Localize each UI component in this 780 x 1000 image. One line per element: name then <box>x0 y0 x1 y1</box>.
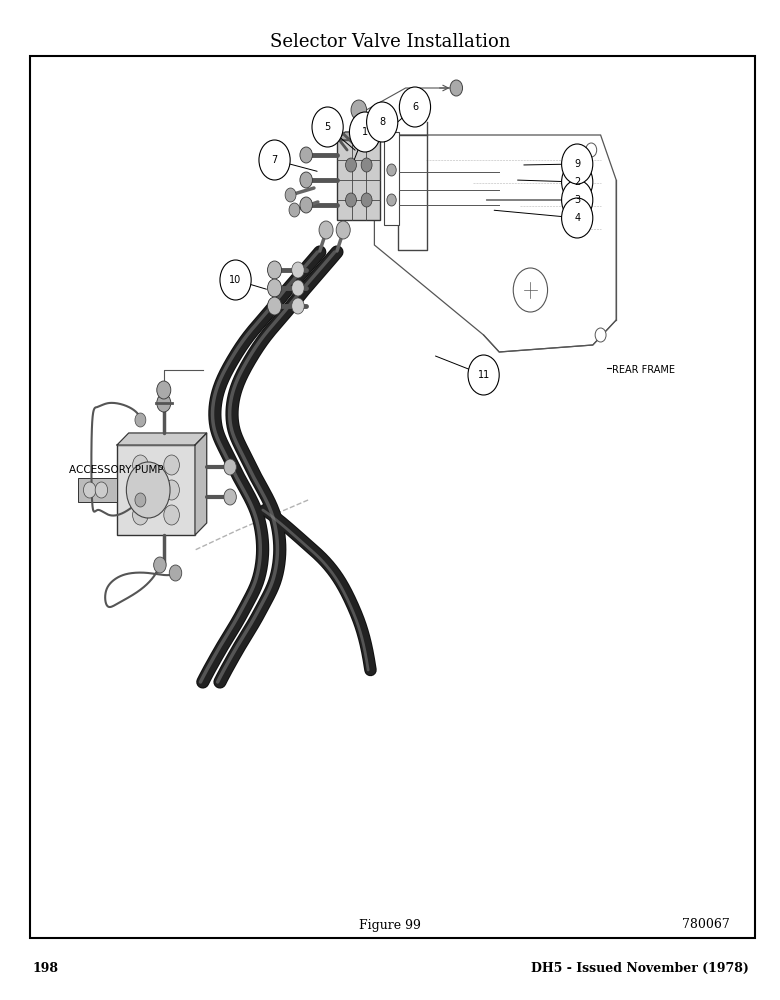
Circle shape <box>450 80 463 96</box>
Circle shape <box>285 188 296 202</box>
Circle shape <box>164 505 179 525</box>
Circle shape <box>224 459 236 475</box>
Polygon shape <box>338 132 388 140</box>
Circle shape <box>387 194 396 206</box>
Circle shape <box>135 413 146 427</box>
Text: 780067: 780067 <box>682 918 730 932</box>
Polygon shape <box>384 132 399 225</box>
Circle shape <box>268 297 282 315</box>
Text: 3: 3 <box>574 195 580 205</box>
Circle shape <box>259 140 290 180</box>
Circle shape <box>224 489 236 505</box>
Circle shape <box>220 260 251 300</box>
Circle shape <box>367 102 398 142</box>
Circle shape <box>169 565 182 581</box>
Polygon shape <box>374 135 616 352</box>
Text: REAR FRAME: REAR FRAME <box>612 365 675 375</box>
Circle shape <box>562 144 593 184</box>
Text: 2: 2 <box>574 177 580 187</box>
Bar <box>338 140 381 220</box>
Circle shape <box>133 480 148 500</box>
Circle shape <box>133 505 148 525</box>
Text: 9: 9 <box>574 159 580 169</box>
Polygon shape <box>117 433 207 445</box>
Text: 6: 6 <box>412 102 418 112</box>
Circle shape <box>336 221 350 239</box>
Circle shape <box>289 203 300 217</box>
Bar <box>117 445 195 535</box>
Circle shape <box>351 100 367 120</box>
Text: 11: 11 <box>477 370 490 380</box>
Circle shape <box>268 279 282 297</box>
Circle shape <box>154 557 166 573</box>
Text: 7: 7 <box>271 155 278 165</box>
Circle shape <box>126 462 170 518</box>
Circle shape <box>349 112 381 152</box>
Text: 10: 10 <box>229 275 242 285</box>
Circle shape <box>83 482 96 498</box>
Circle shape <box>586 143 597 157</box>
Circle shape <box>562 180 593 220</box>
Circle shape <box>361 158 372 172</box>
Circle shape <box>562 198 593 238</box>
Circle shape <box>346 158 356 172</box>
Text: Figure 99: Figure 99 <box>359 918 421 932</box>
Circle shape <box>319 114 328 126</box>
Text: 5: 5 <box>324 122 331 132</box>
Polygon shape <box>195 433 207 535</box>
Text: 1: 1 <box>362 127 368 137</box>
Circle shape <box>300 147 313 163</box>
Text: DH5 - Issued November (1978): DH5 - Issued November (1978) <box>531 962 749 974</box>
Circle shape <box>133 455 148 475</box>
Circle shape <box>387 164 396 176</box>
Circle shape <box>292 280 304 296</box>
Text: ACCESSORY PUMP: ACCESSORY PUMP <box>69 465 163 475</box>
Circle shape <box>95 482 108 498</box>
Circle shape <box>164 455 179 475</box>
Circle shape <box>157 381 171 399</box>
Circle shape <box>319 221 333 239</box>
Circle shape <box>468 355 499 395</box>
Circle shape <box>399 87 431 127</box>
Circle shape <box>346 193 356 207</box>
Text: 198: 198 <box>33 962 58 974</box>
Circle shape <box>164 480 179 500</box>
Circle shape <box>157 394 171 412</box>
Circle shape <box>268 261 282 279</box>
Circle shape <box>292 298 304 314</box>
Text: 4: 4 <box>574 213 580 223</box>
Circle shape <box>361 193 372 207</box>
Bar <box>78 478 117 502</box>
Bar <box>30 56 755 938</box>
Circle shape <box>300 197 313 213</box>
Circle shape <box>135 493 146 507</box>
Text: Selector Valve Installation: Selector Valve Installation <box>270 33 510 51</box>
Circle shape <box>595 328 606 342</box>
Circle shape <box>562 162 593 202</box>
Circle shape <box>312 107 343 147</box>
Circle shape <box>292 262 304 278</box>
Text: 8: 8 <box>379 117 385 127</box>
Circle shape <box>300 172 313 188</box>
